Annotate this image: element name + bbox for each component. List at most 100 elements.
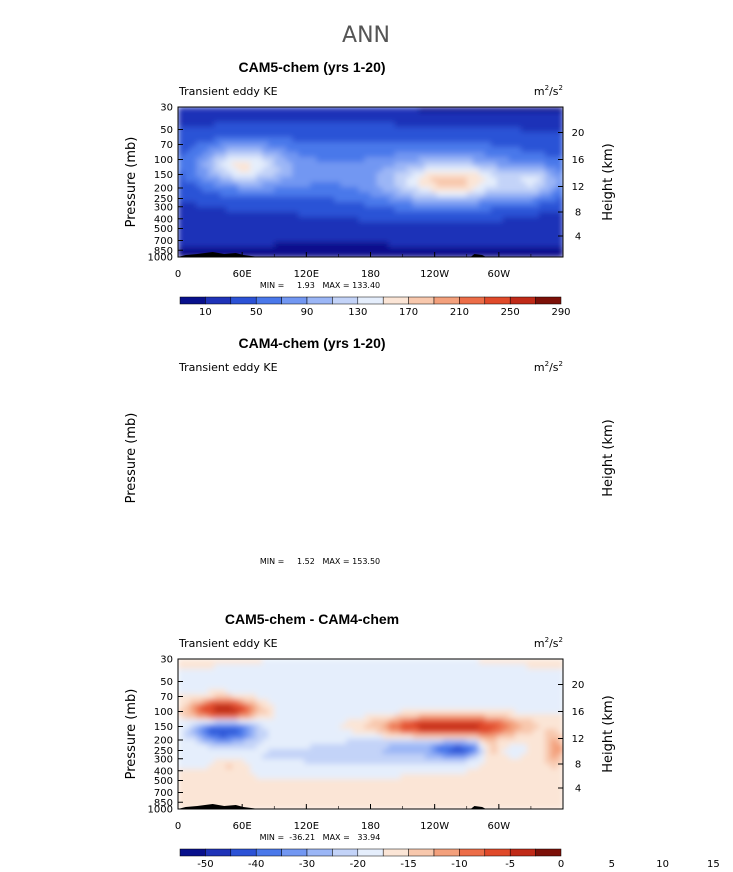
contour-cell (478, 222, 486, 228)
contour-cell (424, 152, 432, 158)
contour-cell (184, 202, 191, 208)
contour-cell (304, 237, 311, 243)
contour-cell (454, 784, 462, 790)
contour-cell (184, 167, 191, 173)
contour-cell (298, 212, 305, 218)
contour-cell (502, 764, 510, 770)
contour-cell (358, 227, 366, 233)
contour-cell (382, 127, 390, 133)
contour-cell (448, 794, 456, 800)
contour-cell (376, 202, 384, 208)
contour-cell (220, 172, 227, 178)
contour-cell (508, 769, 516, 775)
contour-cell (430, 147, 438, 153)
contour-cell (394, 247, 402, 253)
contour-cell (214, 794, 221, 800)
contour-cell (478, 157, 486, 163)
contour-cell (190, 784, 197, 790)
contour-cell (202, 729, 209, 735)
contour-cell (466, 749, 474, 755)
contour-cell (250, 729, 257, 735)
contour-cell (400, 227, 408, 233)
contour-cell (526, 112, 534, 118)
y-axis-label: Pressure (mb) (124, 137, 139, 228)
contour-cell (448, 122, 456, 128)
contour-cell (448, 779, 456, 785)
contour-cell (340, 704, 348, 710)
contour-cell (286, 794, 293, 800)
contour-cell (322, 107, 329, 113)
contour-cell (394, 232, 402, 238)
contour-cell (442, 799, 450, 805)
contour-cell (502, 117, 510, 123)
contour-cell (352, 117, 360, 123)
contour-cell (340, 684, 348, 690)
contour-cell (280, 172, 287, 178)
contour-cell (388, 107, 396, 113)
contour-cell (232, 784, 239, 790)
contour-cell (370, 177, 378, 183)
contour-cell (304, 749, 311, 755)
contour-cell (394, 117, 402, 123)
contour-cell (286, 719, 293, 725)
contour-cell (514, 659, 522, 665)
contour-cell (232, 699, 239, 705)
contour-cell (304, 152, 311, 158)
contour-cell (508, 212, 516, 218)
contour-cell (370, 769, 378, 775)
contour-cell (262, 659, 269, 665)
contour-cell (376, 192, 384, 198)
contour-cell (424, 172, 432, 178)
contour-cell (346, 162, 354, 168)
contour-cell (412, 764, 420, 770)
contour-cell (460, 669, 468, 675)
contour-cell (526, 749, 534, 755)
contour-cell (214, 242, 221, 248)
contour-cell (436, 659, 444, 665)
contour-cell (406, 699, 414, 705)
contour-cell (226, 699, 233, 705)
contour-cell (490, 242, 498, 248)
contour-cell (382, 729, 390, 735)
contour-cell (382, 187, 390, 193)
contour-cell (286, 107, 293, 113)
contour-cell (280, 714, 287, 720)
contour-cell (376, 137, 384, 143)
contour-cell (226, 227, 233, 233)
contour-cell (256, 247, 263, 253)
contour-cell (232, 107, 239, 113)
contour-cell (340, 202, 348, 208)
contour-cell (496, 157, 504, 163)
contour-cell (346, 804, 354, 809)
contour-cell (550, 132, 558, 138)
contour-cell (442, 679, 450, 685)
contour-cell (244, 252, 251, 257)
contour-cell (454, 789, 462, 795)
contour-cell (352, 754, 360, 760)
contour-cell (460, 694, 468, 700)
contour-cell (526, 227, 534, 233)
contour-cell (298, 122, 305, 128)
contour-cell (274, 217, 281, 223)
contour-cell (250, 714, 257, 720)
contour-cell (304, 112, 311, 118)
contour-cell (424, 157, 432, 163)
contour-cell (418, 659, 426, 665)
contour-cell (388, 714, 396, 720)
contour-cell (208, 122, 215, 128)
contour-cell (430, 177, 438, 183)
contour-cell (496, 734, 504, 740)
contour-cell (370, 122, 378, 128)
contour-cell (496, 704, 504, 710)
contour-cell (436, 222, 444, 228)
contour-cell (220, 132, 227, 138)
contour-cell (178, 207, 185, 213)
contour-cell (244, 659, 251, 665)
contour-cell (286, 704, 293, 710)
contour-cell (484, 242, 492, 248)
contour-cell (184, 714, 191, 720)
contour-cell (364, 729, 372, 735)
contour-cell (472, 799, 480, 805)
contour-cell (334, 162, 342, 168)
contour-cell (274, 724, 281, 730)
